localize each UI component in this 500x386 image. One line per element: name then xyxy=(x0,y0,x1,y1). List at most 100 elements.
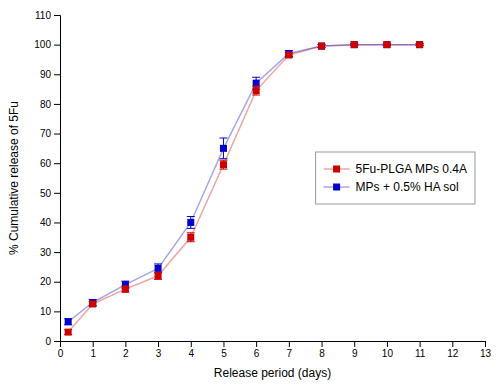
tick: 30 xyxy=(40,247,60,258)
legend-label: MPs + 0.5% HA sol xyxy=(356,180,459,194)
y-axis: 0102030405060708090100110 xyxy=(34,10,60,347)
point xyxy=(155,265,162,272)
tick-mark xyxy=(93,341,94,347)
point xyxy=(383,41,390,48)
tick-label: 0 xyxy=(45,336,51,347)
tick-label: 1 xyxy=(90,348,96,359)
point xyxy=(155,272,162,279)
x-axis-title: Release period (days) xyxy=(214,366,331,380)
tick-label: 10 xyxy=(382,348,394,359)
tick-mark xyxy=(387,341,388,347)
point xyxy=(187,219,194,226)
tick-label: 10 xyxy=(40,306,52,317)
tick: 9 xyxy=(352,341,358,359)
tick-mark xyxy=(54,252,60,253)
tick: 80 xyxy=(40,99,60,110)
tick: 110 xyxy=(35,10,60,21)
error-cap xyxy=(219,160,227,161)
legend-swatch xyxy=(333,166,340,173)
legend-label: 5Fu-PLGA MPs 0.4A xyxy=(356,162,467,176)
point xyxy=(187,234,194,241)
error-bar xyxy=(121,286,129,292)
tick: 70 xyxy=(40,128,60,139)
tick-label: 5 xyxy=(221,348,227,359)
legend: 5Fu-PLGA MPs 0.4A MPs + 0.5% HA sol xyxy=(316,152,475,204)
tick: 4 xyxy=(188,341,194,359)
axis-line xyxy=(61,342,486,348)
error-cap xyxy=(252,95,260,96)
point xyxy=(285,52,292,59)
y-axis-title: % Cumulative release of 5Fu xyxy=(7,101,21,255)
point xyxy=(65,318,72,325)
tick: 1 xyxy=(90,341,96,359)
tick-label: 80 xyxy=(40,99,52,110)
point xyxy=(318,43,325,50)
tick-label: 100 xyxy=(34,39,51,50)
tick-label: 7 xyxy=(287,348,293,359)
plot: 0123456789101112130102030405060708090100… xyxy=(7,10,491,380)
tick-label: 6 xyxy=(254,348,260,359)
error-cap xyxy=(219,137,227,138)
axis-line xyxy=(54,16,61,342)
point xyxy=(122,286,129,293)
error-bar xyxy=(154,272,162,279)
tick: 50 xyxy=(40,188,60,199)
tick: 3 xyxy=(156,341,162,359)
tick: 7 xyxy=(287,341,293,359)
tick-label: 2 xyxy=(123,348,129,359)
error-bar xyxy=(219,138,227,159)
tick-mark xyxy=(54,222,60,223)
tick-label: 70 xyxy=(40,128,52,139)
tick-label: 9 xyxy=(352,348,358,359)
tick-mark xyxy=(191,341,192,347)
tick: 90 xyxy=(40,69,60,80)
point xyxy=(220,161,227,168)
tick-mark xyxy=(54,341,60,342)
tick: 2 xyxy=(123,341,129,359)
error-bar xyxy=(154,264,162,273)
tick-label: 0 xyxy=(58,348,64,359)
tick-label: 20 xyxy=(40,276,52,287)
point xyxy=(220,145,227,152)
point xyxy=(253,80,260,87)
tick-label: 90 xyxy=(40,69,52,80)
error-bar xyxy=(64,319,72,325)
tick-mark xyxy=(54,45,60,46)
error-cap xyxy=(187,216,195,217)
tick-mark xyxy=(354,341,355,347)
tick-mark xyxy=(54,193,60,194)
tick: 13 xyxy=(480,341,492,359)
error-cap xyxy=(219,169,227,170)
tick-mark xyxy=(54,104,60,105)
tick-label: 4 xyxy=(188,348,194,359)
point xyxy=(351,41,358,48)
chart: 0123456789101112130102030405060708090100… xyxy=(0,0,500,386)
tick-label: 12 xyxy=(447,348,459,359)
tick: 0 xyxy=(45,336,60,347)
tick-mark xyxy=(54,15,60,16)
point xyxy=(318,43,325,50)
error-cap xyxy=(219,158,227,159)
x-axis: 012345678910111213 xyxy=(58,341,492,359)
tick-mark xyxy=(420,341,421,347)
tick-mark xyxy=(158,341,159,347)
tick: 0 xyxy=(58,341,64,359)
tick-label: 30 xyxy=(40,247,52,258)
point xyxy=(65,329,72,336)
tick-mark xyxy=(289,341,290,347)
tick-mark xyxy=(485,341,486,347)
tick-mark xyxy=(54,282,60,283)
legend-box xyxy=(316,152,475,204)
tick-label: 50 xyxy=(40,188,52,199)
error-cap xyxy=(252,77,260,78)
tick-label: 40 xyxy=(40,217,52,228)
tick: 12 xyxy=(447,341,459,359)
point xyxy=(383,41,390,48)
error-bar xyxy=(187,217,195,229)
error-cap xyxy=(187,228,195,229)
error-bar xyxy=(219,160,227,169)
error-cap xyxy=(154,263,162,264)
tick-mark xyxy=(54,74,60,75)
error-cap xyxy=(252,86,260,87)
tick-mark xyxy=(322,341,323,347)
